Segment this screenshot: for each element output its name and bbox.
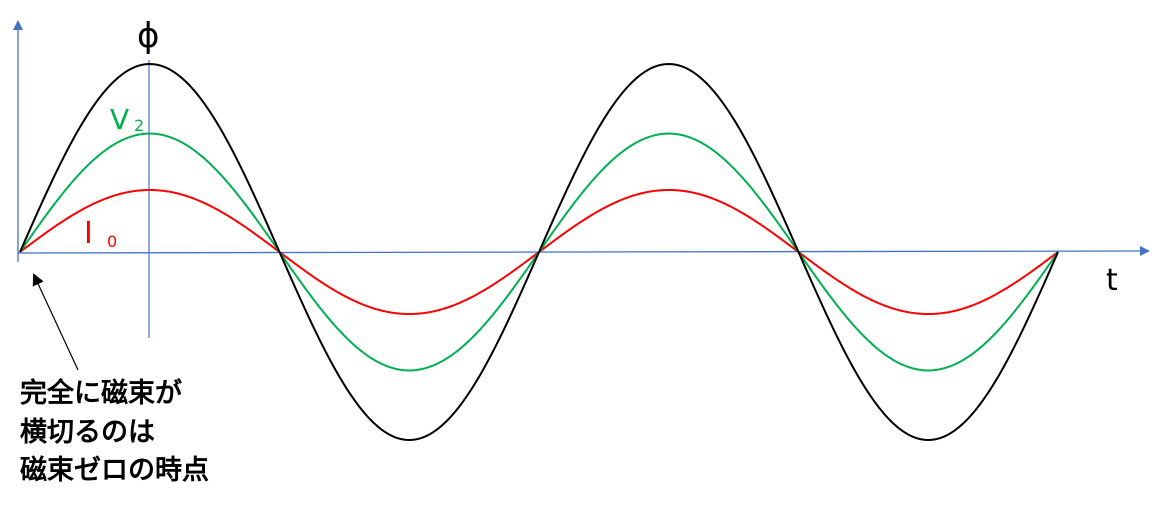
x-axis xyxy=(17,246,1150,257)
t-axis-label: t xyxy=(1106,263,1118,298)
annotation-line-2: 横切るのは xyxy=(20,417,155,448)
i0-label: I xyxy=(84,216,93,251)
v2-subscript: 2 xyxy=(134,116,144,135)
v2-label: V xyxy=(110,103,129,136)
series-line-phi xyxy=(19,62,1059,442)
annotation-line-1: 完全に磁束が xyxy=(20,377,182,409)
annotation-arrow xyxy=(32,273,79,371)
phi-label: ϕ xyxy=(137,16,159,56)
i0-subscript: 0 xyxy=(107,232,117,251)
annotation-line-3: 磁束ゼロの時点 xyxy=(20,455,209,486)
